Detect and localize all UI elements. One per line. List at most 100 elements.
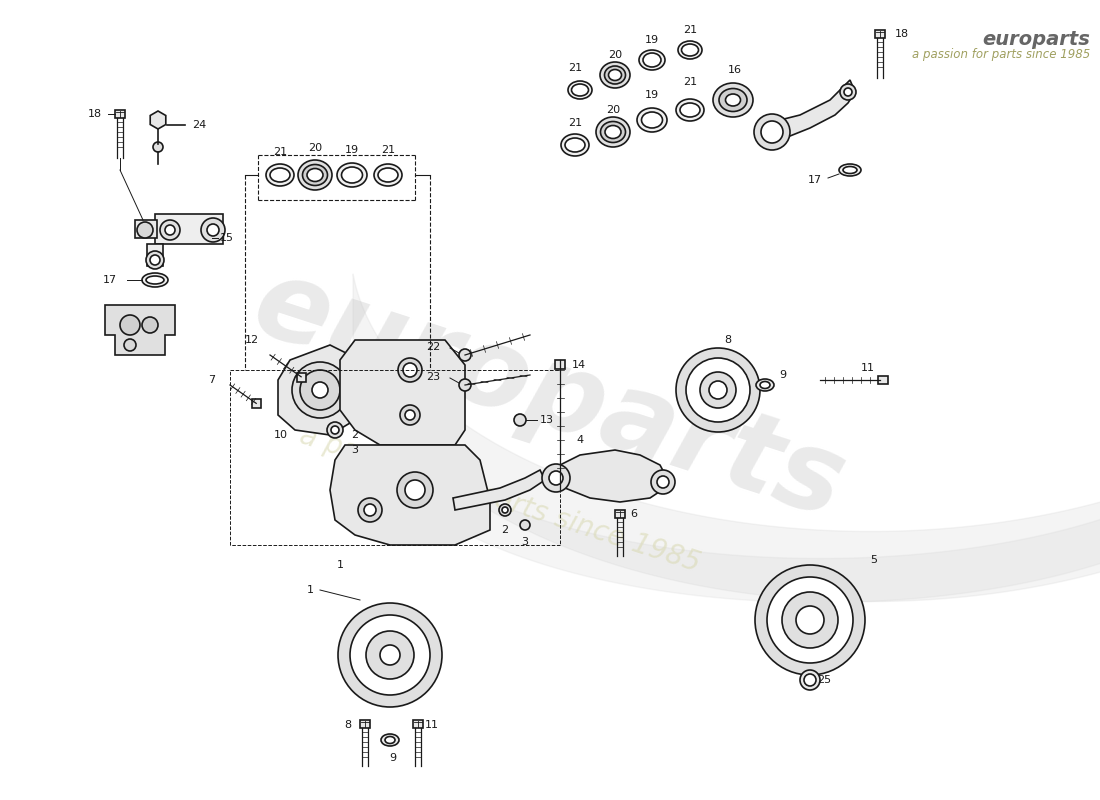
Circle shape [844, 88, 852, 96]
Text: 3: 3 [521, 537, 528, 547]
Text: 5: 5 [870, 555, 877, 565]
Text: 3: 3 [351, 445, 358, 455]
Bar [360, 720, 370, 728]
Circle shape [292, 362, 348, 418]
Text: 18: 18 [895, 29, 909, 39]
Circle shape [124, 339, 136, 351]
Ellipse shape [381, 734, 399, 746]
Text: 20: 20 [608, 50, 623, 60]
Ellipse shape [266, 164, 294, 186]
Bar [878, 376, 888, 384]
Text: 22: 22 [426, 342, 440, 352]
Circle shape [312, 382, 328, 398]
Text: 17: 17 [103, 275, 117, 285]
Bar [116, 110, 125, 118]
Bar [297, 373, 306, 382]
Ellipse shape [374, 164, 401, 186]
Circle shape [542, 464, 570, 492]
Ellipse shape [146, 276, 164, 284]
Text: 17: 17 [807, 175, 822, 185]
Ellipse shape [572, 84, 588, 96]
Ellipse shape [596, 117, 630, 147]
Circle shape [379, 645, 400, 665]
Circle shape [405, 410, 415, 420]
Ellipse shape [713, 83, 754, 117]
Bar [412, 720, 424, 728]
Ellipse shape [680, 103, 700, 117]
Circle shape [403, 363, 417, 377]
Text: 21: 21 [273, 147, 287, 157]
Text: 25: 25 [817, 675, 832, 685]
Circle shape [796, 606, 824, 634]
Circle shape [502, 507, 508, 513]
Text: 14: 14 [572, 360, 586, 370]
Text: 11: 11 [425, 720, 439, 730]
Circle shape [398, 358, 422, 382]
Text: 19: 19 [345, 145, 359, 155]
Ellipse shape [839, 164, 861, 176]
Text: 8: 8 [725, 335, 732, 345]
Circle shape [207, 224, 219, 236]
Polygon shape [151, 111, 166, 129]
Text: 15: 15 [220, 233, 234, 243]
Ellipse shape [565, 138, 585, 152]
Ellipse shape [843, 166, 857, 174]
Circle shape [142, 317, 158, 333]
Circle shape [146, 251, 164, 269]
Ellipse shape [341, 167, 363, 183]
Circle shape [782, 592, 838, 648]
Ellipse shape [142, 273, 168, 287]
Text: 19: 19 [645, 35, 659, 45]
Polygon shape [550, 450, 668, 502]
Circle shape [327, 422, 343, 438]
Text: europarts: europarts [241, 250, 859, 541]
Circle shape [800, 670, 820, 690]
Ellipse shape [605, 126, 621, 138]
Circle shape [400, 405, 420, 425]
Text: 20: 20 [308, 143, 322, 153]
Polygon shape [278, 345, 360, 435]
Text: 2: 2 [351, 430, 358, 440]
Bar [615, 510, 625, 518]
Polygon shape [104, 305, 175, 355]
Circle shape [676, 348, 760, 432]
Ellipse shape [637, 108, 667, 132]
Circle shape [520, 520, 530, 530]
Text: 21: 21 [683, 25, 697, 35]
Text: 13: 13 [540, 415, 554, 425]
Text: 21: 21 [568, 118, 582, 128]
Ellipse shape [682, 44, 698, 56]
Circle shape [397, 472, 433, 508]
Ellipse shape [307, 169, 323, 182]
Ellipse shape [270, 168, 290, 182]
Ellipse shape [760, 382, 770, 389]
Text: 21: 21 [568, 63, 582, 73]
Circle shape [754, 114, 790, 150]
Circle shape [761, 121, 783, 143]
Circle shape [686, 358, 750, 422]
Circle shape [364, 504, 376, 516]
Text: 16: 16 [728, 65, 743, 75]
Text: 6: 6 [630, 509, 638, 519]
Circle shape [710, 381, 727, 399]
Text: 19: 19 [645, 90, 659, 100]
Polygon shape [330, 445, 490, 545]
Bar [556, 360, 565, 369]
Ellipse shape [302, 165, 328, 186]
Circle shape [350, 615, 430, 695]
Text: 12: 12 [245, 335, 260, 345]
Polygon shape [340, 340, 465, 445]
Text: a passion for parts since 1985: a passion for parts since 1985 [912, 48, 1090, 61]
Ellipse shape [568, 81, 592, 99]
Text: 1: 1 [337, 560, 343, 570]
Text: 7: 7 [208, 375, 214, 385]
Text: 21: 21 [683, 77, 697, 87]
Circle shape [549, 471, 563, 485]
Ellipse shape [561, 134, 588, 156]
Text: a passion for parts since 1985: a passion for parts since 1985 [296, 422, 704, 578]
Circle shape [366, 631, 414, 679]
Text: 9: 9 [780, 370, 786, 380]
Text: 1: 1 [307, 585, 314, 595]
Ellipse shape [605, 66, 626, 84]
Text: europarts: europarts [982, 30, 1090, 49]
